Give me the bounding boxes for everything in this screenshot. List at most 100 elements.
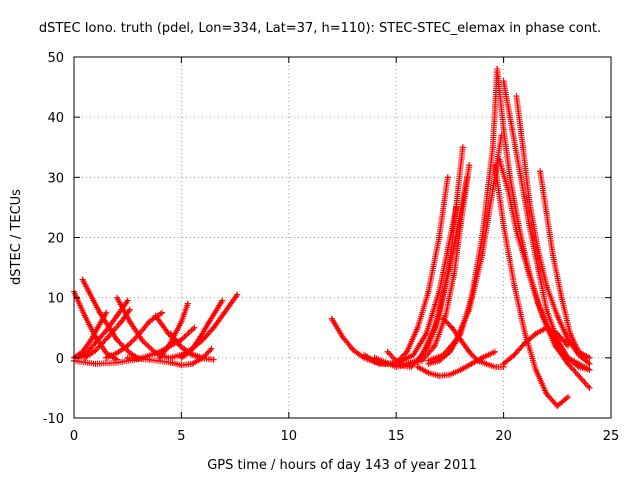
data-series (156, 300, 191, 361)
data-point (139, 337, 146, 344)
data-point (466, 348, 473, 355)
data-point (457, 222, 464, 229)
y-tick-label: 20 (47, 232, 64, 247)
data-point (105, 333, 112, 340)
data-point (457, 336, 464, 343)
data-point (414, 357, 421, 364)
data-point (565, 393, 572, 400)
data-point (513, 93, 520, 100)
data-point (522, 330, 529, 337)
data-series (81, 306, 133, 361)
data-point (189, 351, 196, 358)
data-point (178, 318, 185, 325)
y-tick-label: 10 (47, 292, 64, 307)
data-point (360, 351, 367, 358)
data-point (103, 354, 110, 361)
data-point (410, 351, 417, 358)
data-point (509, 126, 516, 133)
data-series (371, 144, 466, 370)
data-series (500, 324, 572, 367)
data-point (468, 360, 475, 367)
data-series (500, 78, 593, 373)
data-point (156, 354, 163, 361)
data-point (199, 355, 206, 362)
data-point (436, 357, 443, 364)
data-point (126, 318, 133, 325)
data-point (575, 348, 582, 355)
data-point (519, 144, 526, 151)
data-point (532, 366, 539, 373)
data-point (500, 78, 507, 85)
data-point (567, 330, 574, 337)
data-point (178, 354, 185, 361)
data-point (113, 350, 120, 357)
data-point (403, 348, 410, 355)
data-point (208, 345, 215, 352)
data-point (184, 300, 191, 307)
x-tick-label: 0 (70, 429, 78, 444)
y-tick-label: 0 (56, 352, 64, 367)
data-point (92, 347, 99, 354)
x-tick-labels: 0 5 10 15 20 25 (70, 429, 619, 444)
data-series (103, 309, 166, 361)
data-point (483, 360, 490, 367)
data-point (178, 362, 185, 369)
data-point (124, 342, 131, 349)
data-series (360, 204, 460, 367)
data-point (459, 144, 466, 151)
data-point (189, 360, 196, 367)
data-point (159, 309, 166, 316)
data-point (565, 360, 572, 367)
data-point (554, 312, 561, 319)
data-point (167, 339, 174, 346)
x-tick-label: 5 (177, 429, 185, 444)
data-point (500, 222, 507, 229)
data-series (537, 168, 593, 361)
data-point (550, 252, 557, 259)
data-series (178, 297, 226, 361)
data-point (504, 186, 511, 193)
data-point (167, 359, 174, 366)
data-point (103, 327, 110, 334)
data-point (492, 363, 499, 370)
data-point (88, 336, 95, 343)
data-point (195, 336, 202, 343)
data-point (425, 288, 432, 295)
data-point (586, 360, 593, 367)
y-tick-labels: -10 0 10 20 30 40 50 (43, 51, 64, 427)
data-point (479, 354, 486, 361)
data-point (532, 330, 539, 337)
data-point (466, 162, 473, 169)
axis-ticks (73, 56, 612, 419)
data-point (537, 168, 544, 175)
data-series (425, 132, 505, 364)
data-point (124, 297, 131, 304)
data-point (221, 309, 228, 316)
series-markers (371, 144, 466, 370)
data-point (489, 186, 496, 193)
data-point (457, 366, 464, 373)
chart-title: dSTEC Iono. truth (pdel, Lon=334, Lat=37… (39, 21, 601, 36)
data-point (543, 282, 550, 289)
data-point (517, 174, 524, 181)
data-point (408, 363, 415, 370)
data-point (79, 276, 86, 283)
data-point (526, 222, 533, 229)
data-point (92, 339, 99, 346)
data-point (444, 174, 451, 181)
data-marks (71, 66, 593, 409)
data-point (492, 162, 499, 169)
data-point (436, 288, 443, 295)
data-point (152, 312, 159, 319)
data-point (135, 331, 142, 338)
data-point (496, 156, 503, 163)
data-point (425, 369, 432, 376)
data-point (524, 264, 531, 271)
data-point (554, 402, 561, 409)
data-point (511, 282, 518, 289)
data-point (466, 306, 473, 313)
data-point (350, 347, 357, 354)
y-tick-label: -10 (43, 412, 64, 427)
data-point (436, 372, 443, 379)
data-point (414, 324, 421, 331)
